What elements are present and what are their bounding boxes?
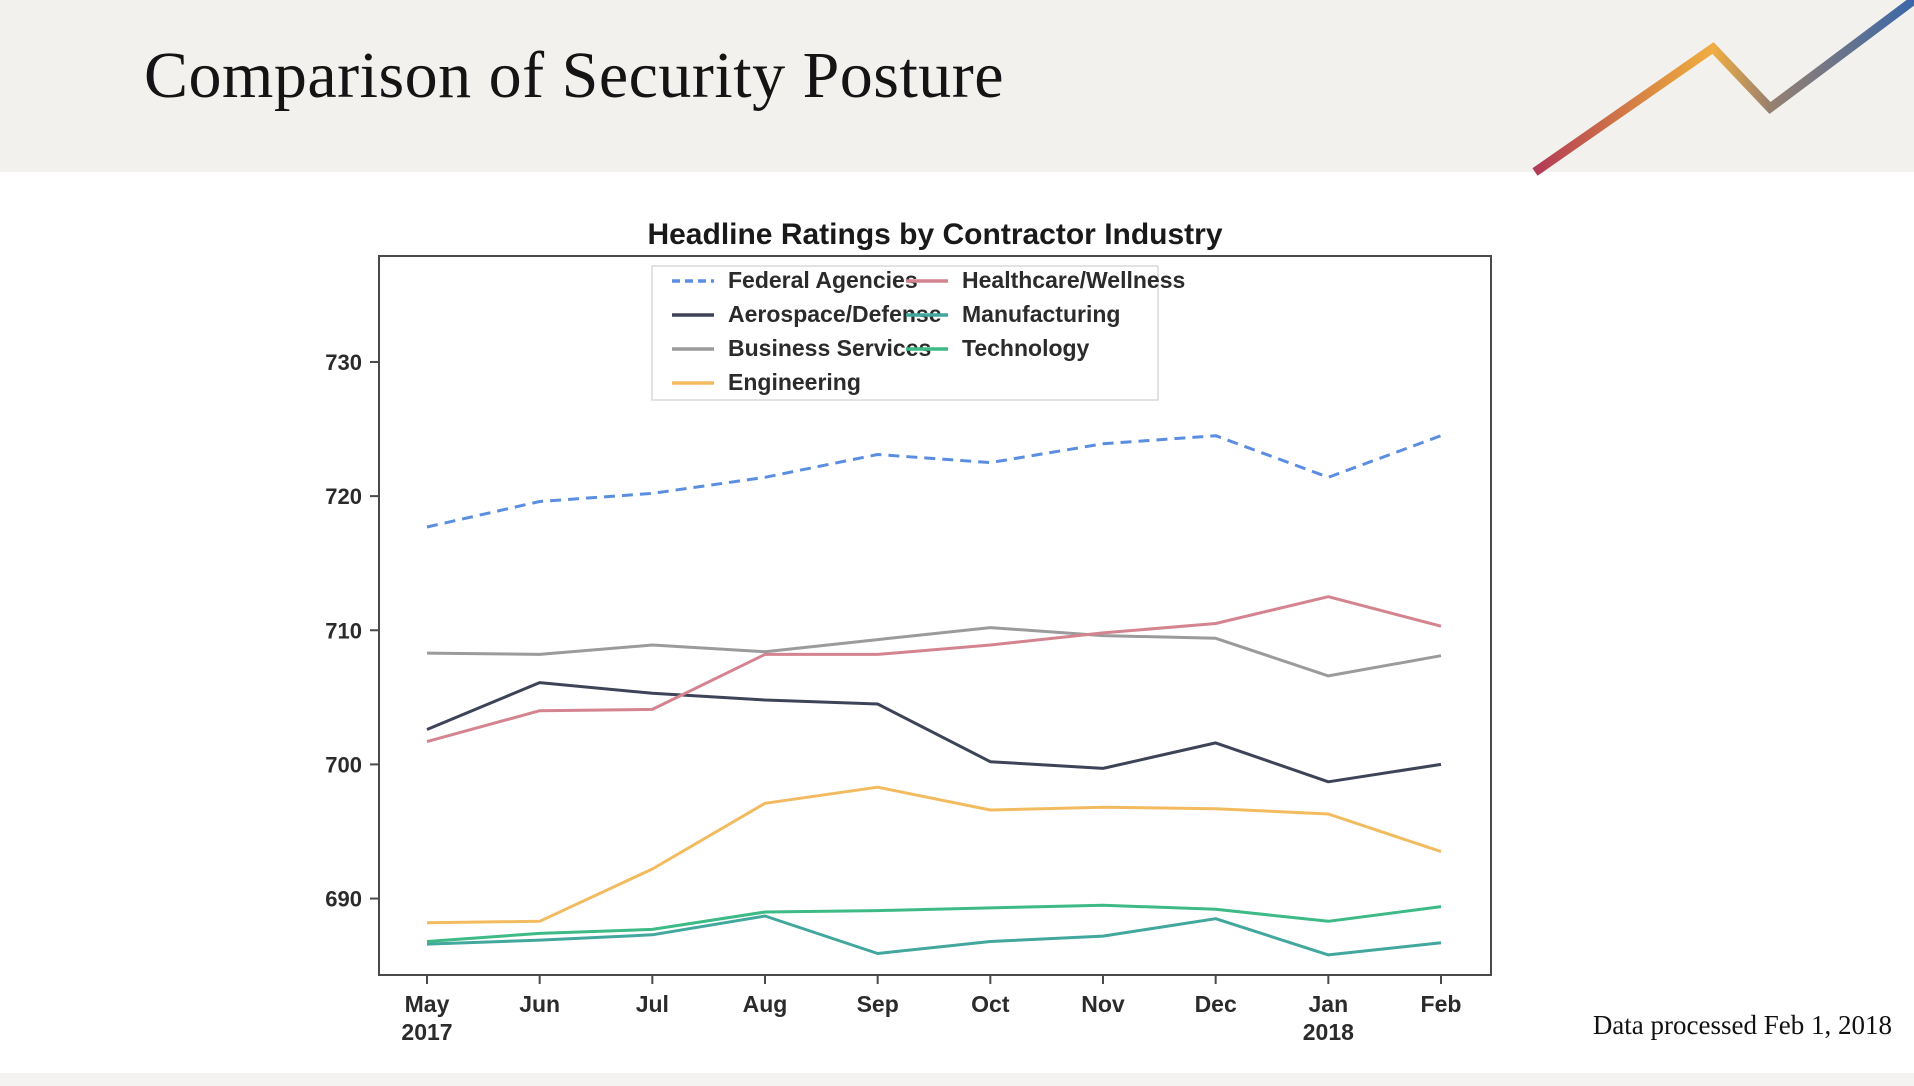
y-tick-label: 700 <box>325 752 362 777</box>
series-line-healthcare-wellness <box>426 595 1442 744</box>
x-tick-label: Jun <box>519 991 560 1017</box>
x-tick-label: Aug <box>743 991 788 1017</box>
x-tick-label: Oct <box>971 991 1010 1017</box>
page-title: Comparison of Security Posture <box>144 39 1005 112</box>
x-tick-label: Sep <box>857 991 899 1017</box>
legend-label-healthcare-wellness: Healthcare/Wellness <box>962 267 1185 293</box>
series-line-business-services <box>426 626 1442 678</box>
series-line-technology <box>426 903 1442 943</box>
series-line-federal-agencies <box>426 434 1442 529</box>
legend-label-business-services: Business Services <box>728 335 931 361</box>
legend-box <box>651 265 1159 401</box>
x-tick-label: Nov <box>1081 991 1125 1017</box>
legend-label-engineering: Engineering <box>728 369 861 395</box>
y-tick-label: 730 <box>325 350 362 375</box>
x-tick-year-label: 2017 <box>401 1019 452 1045</box>
x-tick-label: Jan <box>1309 991 1349 1017</box>
x-tick-label: Jul <box>636 991 669 1017</box>
zigzag-trend-logo-icon <box>1532 0 1914 176</box>
x-tick-label: Feb <box>1421 991 1462 1017</box>
legend-label-technology: Technology <box>962 335 1090 361</box>
y-tick-label: 720 <box>325 484 362 509</box>
chart-title: Headline Ratings by Contractor Industry <box>647 218 1222 251</box>
x-tick-year-label: 2018 <box>1303 1019 1354 1045</box>
x-tick-label: May <box>405 991 450 1017</box>
data-processed-note: Data processed Feb 1, 2018 <box>1592 1010 1892 1040</box>
legend-label-federal-agencies: Federal Agencies <box>728 267 918 293</box>
legend-label-aerospace-defense: Aerospace/Defense <box>728 301 942 327</box>
x-tick-label: Dec <box>1195 991 1237 1017</box>
legend-label-manufacturing: Manufacturing <box>962 301 1120 327</box>
header-band: Comparison of Security Posture <box>0 0 1914 176</box>
bottom-strip <box>0 1073 1914 1086</box>
series-line-engineering <box>426 785 1442 925</box>
series-line-manufacturing <box>426 914 1442 957</box>
series-line-aerospace-defense <box>426 681 1442 784</box>
zigzag-line <box>1532 0 1914 176</box>
y-tick-label: 690 <box>325 887 362 912</box>
y-tick-label: 710 <box>325 618 362 643</box>
